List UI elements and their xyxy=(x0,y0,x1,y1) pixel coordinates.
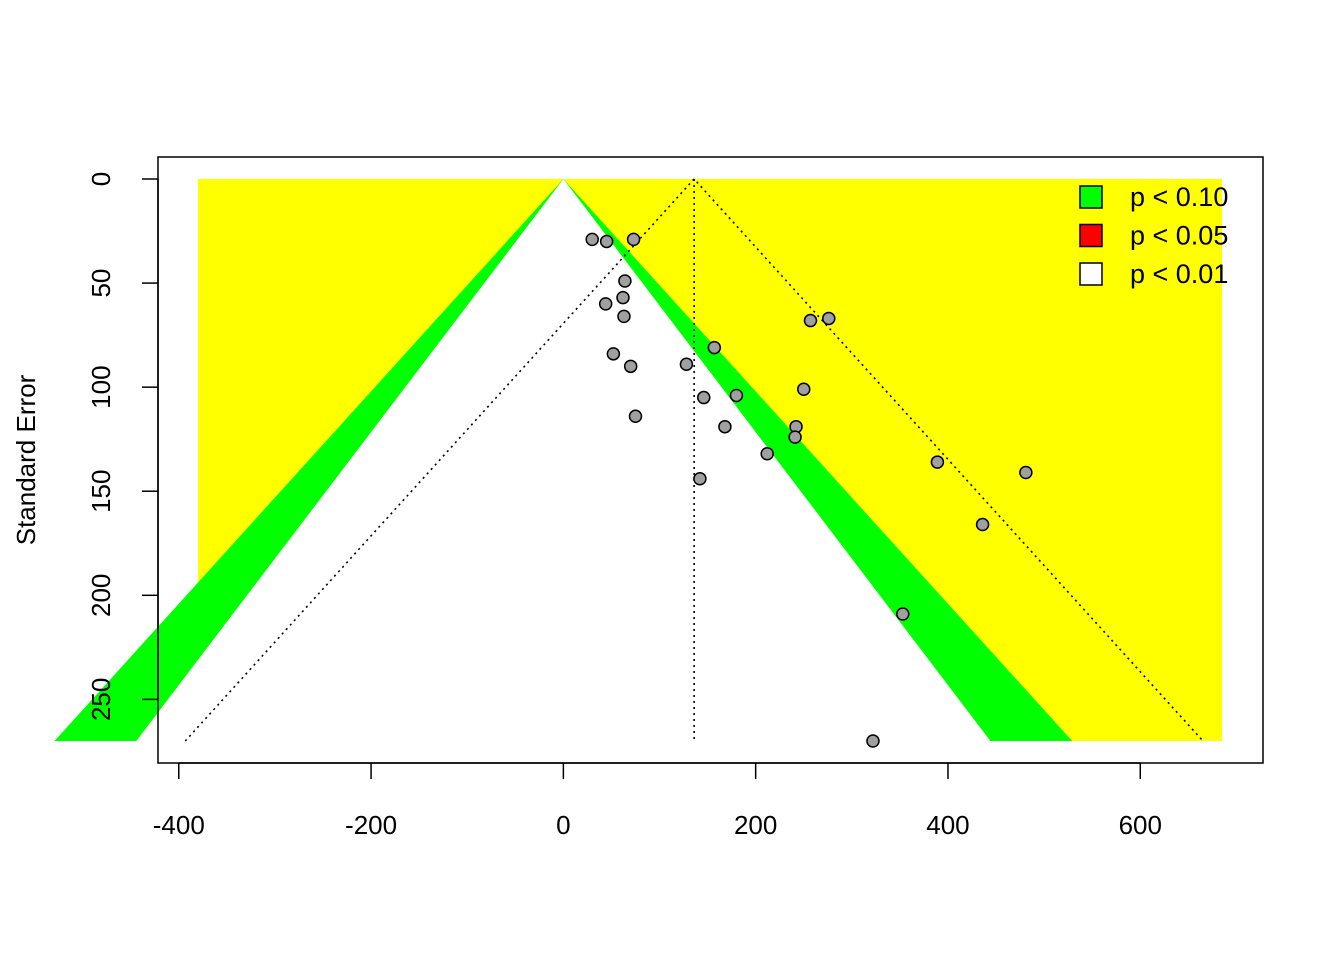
legend-label: p < 0.01 xyxy=(1130,259,1228,289)
study-point xyxy=(693,471,707,486)
x-tick-label: -200 xyxy=(345,810,397,840)
y-axis: 0 50 100 150 200 250 xyxy=(86,172,159,721)
study-point xyxy=(930,455,945,469)
study-points xyxy=(585,232,1033,748)
y-tick-label: 200 xyxy=(86,574,116,617)
study-point xyxy=(616,290,630,305)
study-point xyxy=(866,734,880,748)
study-point xyxy=(796,382,811,396)
legend-swatch xyxy=(1079,223,1103,248)
y-tick-label: 250 xyxy=(86,678,116,721)
legend-label: p < 0.05 xyxy=(1130,221,1228,251)
pseudo-confidence-funnel xyxy=(184,177,1204,742)
study-point xyxy=(606,347,621,361)
study-point xyxy=(760,447,774,461)
x-axis: -400 -200 0 200 400 600 xyxy=(153,762,1162,840)
y-axis-title: Standard Error xyxy=(11,374,41,545)
study-point xyxy=(628,409,643,424)
y-tick-label: 0 xyxy=(86,172,116,186)
legend-label: p < 0.10 xyxy=(1130,182,1228,212)
study-point xyxy=(718,419,732,434)
study-point xyxy=(626,232,641,247)
study-point xyxy=(896,607,910,621)
x-tick-label: 0 xyxy=(556,810,570,840)
study-point xyxy=(975,517,990,532)
x-tick-label: 600 xyxy=(1119,810,1162,840)
study-point xyxy=(1019,465,1033,480)
legend-swatch xyxy=(1079,262,1103,286)
funnel-guide-lines xyxy=(184,177,1204,742)
study-point xyxy=(729,388,744,403)
study-point xyxy=(788,430,802,444)
x-tick-label: 200 xyxy=(734,810,777,840)
study-point xyxy=(599,234,614,249)
region-not-significant xyxy=(136,179,991,741)
study-point xyxy=(598,297,613,311)
study-point xyxy=(821,311,836,326)
contour-regions xyxy=(54,179,1222,741)
y-tick-label: 150 xyxy=(86,470,116,513)
study-point xyxy=(697,390,711,405)
x-tick-label: -400 xyxy=(153,810,205,840)
y-tick-label: 100 xyxy=(86,365,116,408)
study-point xyxy=(617,309,631,324)
study-point xyxy=(585,232,599,247)
study-point xyxy=(803,313,818,328)
x-tick-label: 400 xyxy=(926,810,969,840)
study-point xyxy=(623,359,638,374)
study-point xyxy=(618,274,632,288)
study-point xyxy=(679,357,694,372)
y-tick-label: 50 xyxy=(86,269,116,298)
legend: p < 0.10 p < 0.05 p < 0.01 xyxy=(1079,182,1228,289)
legend-swatch xyxy=(1079,185,1103,209)
study-point xyxy=(707,340,722,355)
